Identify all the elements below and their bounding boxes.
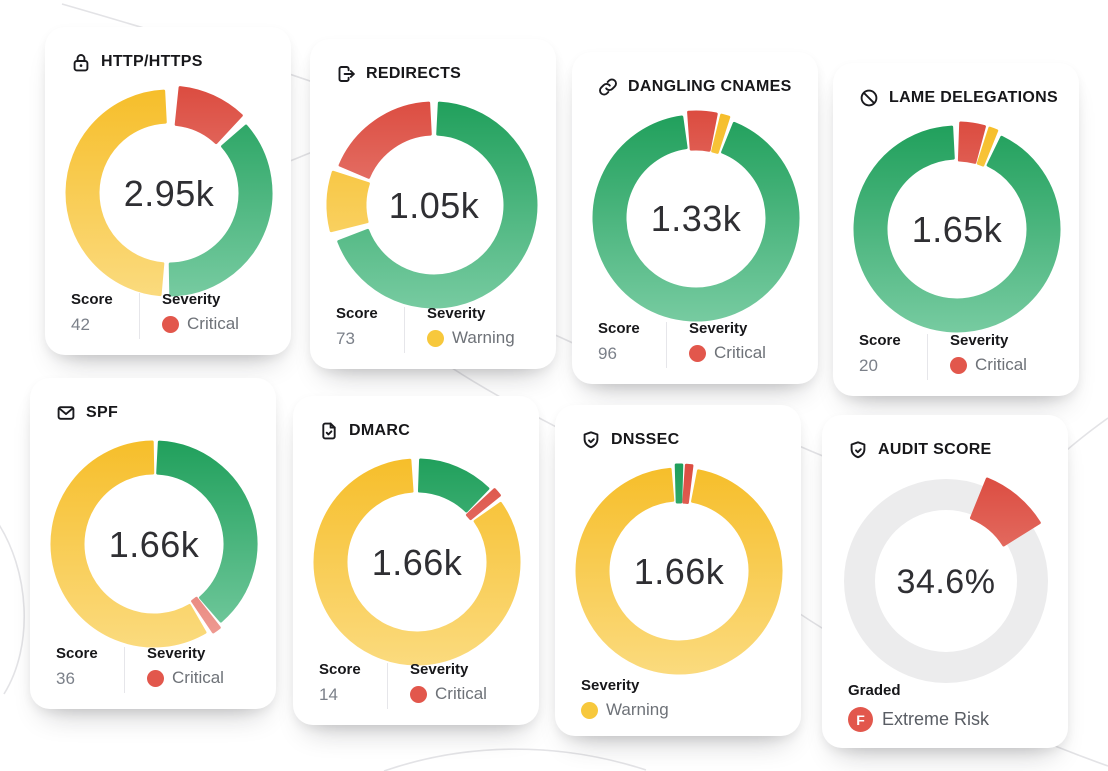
redirect-icon (338, 66, 355, 82)
donut-center-value: 2.95k (123, 173, 215, 214)
link-icon (599, 78, 617, 96)
score-label: Score (598, 320, 640, 337)
grade-text: Extreme Risk (882, 709, 990, 729)
severity-value: Critical (975, 355, 1027, 374)
donut-center-value: 1.05k (388, 185, 480, 226)
card-header: DMARC (293, 396, 539, 442)
severity-value: Critical (435, 684, 487, 703)
card-footer: Score 96 Severity Critical (598, 320, 804, 368)
card-header: DNSSEC (555, 405, 801, 451)
severity-label: Severity (410, 661, 469, 678)
donut-chart: 1.66k (30, 428, 278, 662)
severity-value: Warning (606, 700, 669, 719)
card-redirects[interactable]: REDIRECTS 1.05k Score 73 Severity Warnin… (310, 39, 556, 369)
score-label: Score (56, 645, 98, 662)
footer-divider (666, 322, 667, 368)
score-label: Score (71, 291, 113, 308)
card-title: DMARC (349, 422, 411, 439)
card-title: DANGLING CNAMES (628, 78, 792, 95)
donut-center-value: 1.66k (108, 524, 200, 565)
score-label: Score (859, 332, 901, 349)
grade-badge: F (848, 707, 873, 732)
donut-chart: 2.95k (45, 77, 293, 311)
donut-center-value: 1.66k (633, 551, 725, 592)
footer-divider (124, 647, 125, 693)
score-label: Score (336, 305, 378, 322)
severity-label: Severity (689, 320, 748, 337)
card-dangling-cnames[interactable]: DANGLING CNAMES 1.33k Score 96 Severity … (572, 52, 818, 384)
card-title: LAME DELEGATIONS (889, 89, 1058, 106)
donut-chart: 34.6% (822, 465, 1070, 699)
severity-dot (689, 344, 706, 362)
severity-dot (410, 685, 427, 703)
footer-divider (404, 307, 405, 353)
card-header: SPF (30, 378, 276, 424)
donut-chart: 1.05k (310, 89, 558, 323)
score-value: 42 (71, 315, 90, 334)
donut-center-value: 1.66k (371, 542, 463, 583)
card-footer: Score 36 Severity Critical (56, 645, 262, 693)
severity-label: Severity (950, 332, 1009, 349)
score-label: Score (319, 661, 361, 678)
card-header: LAME DELEGATIONS (833, 63, 1079, 109)
severity-dot (147, 669, 164, 687)
severity-label: Severity (162, 291, 221, 308)
card-title: AUDIT SCORE (878, 441, 992, 458)
severity-dot (162, 315, 179, 333)
score-value: 36 (56, 669, 75, 688)
severity-value: Critical (714, 343, 766, 362)
card-header: AUDIT SCORE (822, 415, 1068, 461)
severity-value: Critical (172, 668, 224, 687)
graded-label: Graded (848, 682, 901, 699)
score-value: 20 (859, 356, 878, 375)
donut-center-value: 1.65k (911, 209, 1003, 250)
shield-check-icon (583, 431, 599, 449)
score-value: 96 (598, 344, 617, 363)
card-footer: Score 20 Severity Critical (859, 332, 1065, 380)
card-title: DNSSEC (611, 431, 680, 448)
severity-label: Severity (581, 677, 640, 694)
card-title: SPF (86, 404, 119, 421)
card-title: REDIRECTS (366, 65, 462, 82)
donut-center-value: 34.6% (896, 562, 996, 601)
card-footer: Score 14 Severity Critical (319, 661, 525, 709)
mail-icon (57, 406, 75, 420)
footer-divider (387, 663, 388, 709)
donut-chart: 1.65k (833, 113, 1081, 347)
card-dnssec[interactable]: DNSSEC 1.66k Severity Warning (555, 405, 801, 736)
score-value: 73 (336, 329, 355, 348)
card-footer: Score 73 Severity Warning (336, 305, 542, 353)
severity-dot (581, 701, 598, 719)
donut-chart: 1.66k (293, 446, 541, 680)
score-value: 14 (319, 685, 338, 704)
ban-icon (860, 89, 878, 107)
card-spf[interactable]: SPF 1.66k Score 36 Severity Critical (30, 378, 276, 709)
severity-label: Severity (147, 645, 206, 662)
card-dmarc[interactable]: DMARC 1.66k Score 14 Severity Critical (293, 396, 539, 725)
footer-divider (139, 293, 140, 339)
card-footer: Score 42 Severity Critical (71, 291, 277, 339)
file-check-icon (322, 422, 336, 440)
card-audit-score[interactable]: AUDIT SCORE 34.6% Graded F Extreme Risk (822, 415, 1068, 748)
severity-dot (950, 356, 967, 374)
shield-check-icon (850, 441, 866, 459)
severity-value: Critical (187, 314, 239, 333)
card-title: HTTP/HTTPS (101, 53, 203, 70)
severity-value: Warning (452, 328, 515, 347)
card-lame-delegations[interactable]: LAME DELEGATIONS 1.65k Score 20 Severity… (833, 63, 1079, 396)
severity-dot (427, 329, 444, 347)
card-header: HTTP/HTTPS (45, 27, 291, 73)
card-footer: Severity Warning (581, 677, 787, 720)
severity-label: Severity (427, 305, 486, 322)
donut-center-value: 1.33k (650, 198, 742, 239)
card-header: DANGLING CNAMES (572, 52, 818, 98)
donut-chart: 1.33k (572, 102, 820, 336)
card-header: REDIRECTS (310, 39, 556, 85)
card-http-https[interactable]: HTTP/HTTPS 2.95k Score 42 Severity Criti… (45, 27, 291, 355)
card-footer: Graded F Extreme Risk (848, 682, 1054, 732)
donut-chart: 1.66k (555, 455, 803, 689)
footer-divider (927, 334, 928, 380)
lock-icon (73, 54, 89, 72)
